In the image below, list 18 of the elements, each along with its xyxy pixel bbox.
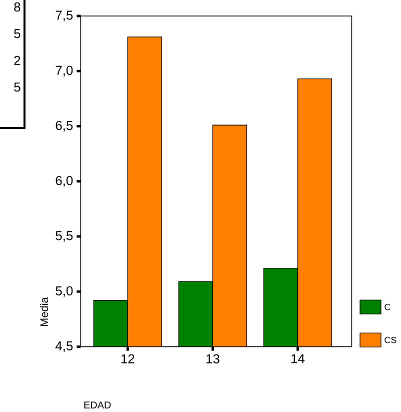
y-tick-label: 4,5 <box>55 341 73 352</box>
y-tick-label: 7,5 <box>56 10 73 22</box>
legend-label: CS <box>384 336 396 344</box>
text: 5 <box>14 82 20 92</box>
legend-label: C <box>384 304 390 310</box>
text: 2 <box>14 56 20 65</box>
y-tick-label: 5,0 <box>56 286 73 297</box>
x-axis-title: EDAD <box>84 402 111 408</box>
y-tick-label: 5,5 <box>56 231 73 242</box>
x-tick-label: 13 <box>206 354 220 364</box>
y-tick-label: 6,5 <box>56 120 73 132</box>
text: 5 <box>14 29 20 38</box>
x-tick-label: 12 <box>121 354 134 364</box>
y-axis-title: Media <box>40 297 48 326</box>
y-tick-label: 7,0 <box>56 66 73 76</box>
text: 8 <box>14 2 20 12</box>
y-tick-label: 6,0 <box>56 176 73 187</box>
x-tick-label: 14 <box>292 354 305 364</box>
